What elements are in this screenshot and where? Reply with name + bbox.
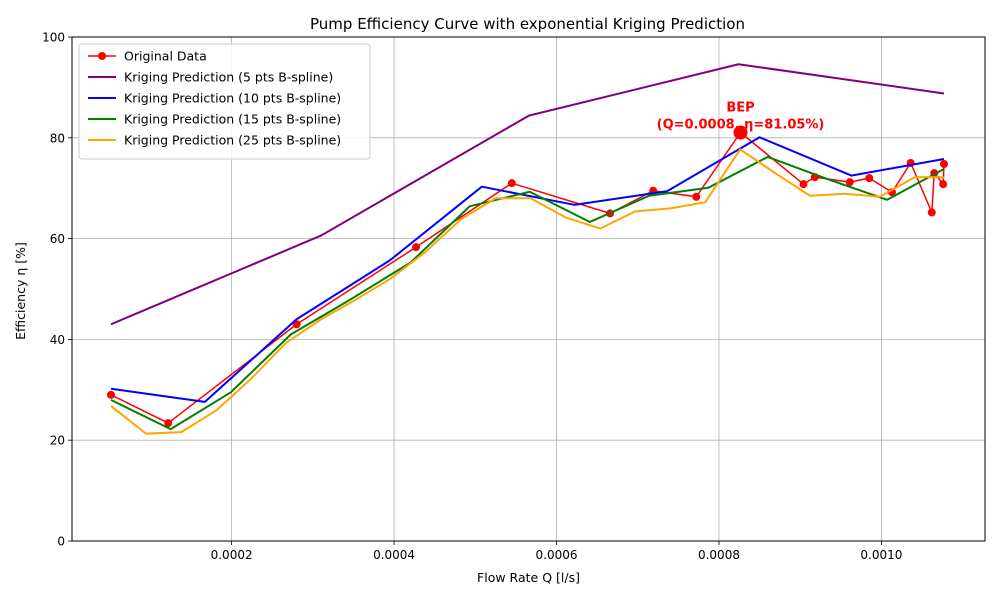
x-tick-label: 0.0004 (373, 548, 415, 562)
x-tick-label: 0.0010 (860, 548, 902, 562)
data-point (865, 174, 874, 183)
data-point (927, 208, 936, 217)
legend-label: Kriging Prediction (15 pts B-spline) (124, 112, 341, 127)
series-line (110, 136, 945, 403)
legend-item: Original Data (88, 49, 207, 64)
bep-marker (733, 125, 748, 140)
y-tick-label: 40 (50, 333, 65, 347)
bep-label: BEP (726, 101, 754, 116)
legend-box (78, 43, 371, 160)
legend-label: Kriging Prediction (25 pts B-spline) (124, 133, 341, 148)
data-point (939, 160, 948, 169)
data-point (507, 179, 516, 188)
legend-item: Kriging Prediction (10 pts B-spline) (88, 91, 341, 106)
data-point (799, 180, 808, 189)
legend-label: Kriging Prediction (5 pts B-spline) (124, 70, 333, 85)
data-point (411, 243, 420, 252)
data-point (692, 192, 701, 201)
series-line (110, 148, 944, 435)
axis-ticks: 0.0002 0.0004 0.0006 0.0008 0.0010 0 20 40 60 80 1… (42, 31, 902, 563)
legend-item: Kriging Prediction (15 pts B-spline) (88, 112, 341, 127)
y-tick-label: 0 (57, 535, 65, 549)
y-tick-label: 60 (50, 232, 65, 246)
legend-label: Original Data (124, 49, 207, 64)
plot-frame (71, 36, 986, 542)
legend-label: Kriging Prediction (10 pts B-spline) (124, 91, 341, 106)
series-1 (110, 63, 945, 326)
data-point (106, 390, 115, 399)
series-2 (110, 136, 945, 403)
series-line (110, 63, 945, 326)
legend-marker (98, 52, 106, 60)
x-tick-label: 0.0002 (211, 548, 253, 562)
series-3 (110, 155, 945, 431)
series-0 (106, 128, 948, 428)
y-tick-label: 100 (42, 31, 65, 45)
legend-item: Kriging Prediction (25 pts B-spline) (88, 133, 341, 148)
y-axis-label: Efficiency η [%] (13, 242, 28, 340)
data-point (164, 419, 173, 428)
x-tick-label: 0.0008 (698, 548, 740, 562)
series-line (110, 155, 945, 431)
bep-value-label: (Q=0.0008, η=81.05%) (657, 118, 825, 133)
data-point (845, 178, 854, 187)
x-axis-label: Flow Rate Q [l/s] (477, 570, 580, 585)
legend-item: Kriging Prediction (5 pts B-spline) (88, 70, 333, 85)
data-point (939, 180, 948, 189)
y-tick-label: 20 (50, 434, 65, 448)
series-4 (110, 148, 944, 435)
legend: Original Data Kriging Prediction (5 pts B… (78, 43, 371, 160)
x-tick-label: 0.0006 (536, 548, 578, 562)
series-layer (106, 63, 948, 435)
annotation-layer: BEP (Q=0.0008, η=81.05%) (657, 101, 825, 140)
plot-border (71, 36, 986, 542)
y-tick-label: 80 (50, 131, 65, 145)
chart-title: Pump Efficiency Curve with exponential K… (310, 15, 745, 33)
